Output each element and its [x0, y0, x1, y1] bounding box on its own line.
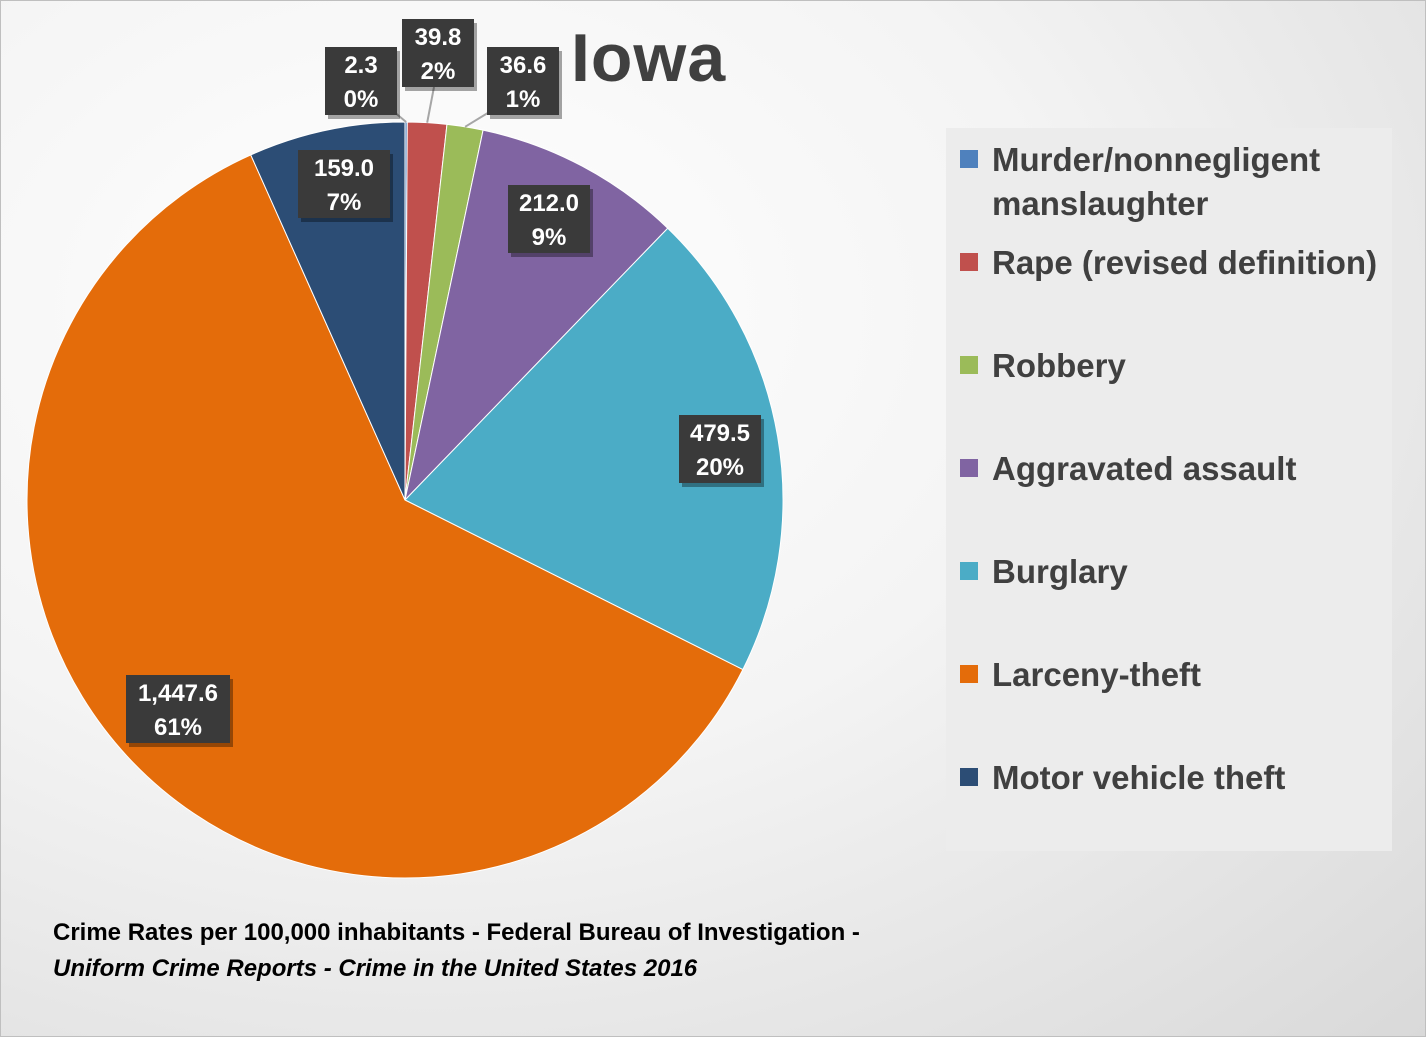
data-label-motor-vehicle-theft: 159.0 7% [298, 150, 393, 222]
data-label-value: 2.3 [344, 52, 377, 79]
data-label-percent: 61% [154, 714, 202, 741]
legend-swatch [960, 768, 978, 786]
legend-label: Larceny-theft [992, 656, 1202, 693]
data-label-percent: 1% [506, 86, 541, 113]
source-note: Crime Rates per 100,000 inhabitants - Fe… [53, 915, 883, 987]
data-label-percent: 9% [532, 224, 567, 251]
legend-label: Murder/nonnegligent manslaughter [992, 141, 1321, 222]
leader-line-robbery [464, 110, 492, 128]
data-label-value: 212.0 [519, 190, 579, 217]
data-label-value: 159.0 [314, 155, 374, 182]
data-label-value: 1,447.6 [138, 680, 218, 707]
legend-label: Robbery [992, 347, 1126, 384]
pie-slice-aggravated-assault [404, 129, 669, 502]
legend-swatch [960, 665, 978, 683]
legend-label: Rape (revised definition) [992, 244, 1378, 281]
legend: Murder/nonnegligent manslaughter Rape (re… [946, 128, 1392, 851]
data-label-aggravated-assault: 212.0 9% [508, 185, 593, 257]
data-label-value: 36.6 [500, 52, 547, 79]
source-plain: Crime Rates per 100,000 inhabitants - Fe… [53, 919, 860, 946]
source-italic: Uniform Crime Reports - Crime in the Uni… [53, 955, 698, 982]
data-label-larceny-theft: 1,447.6 61% [126, 675, 233, 747]
legend-label: Burglary [992, 553, 1128, 590]
data-label-burglary: 479.5 20% [679, 415, 764, 487]
data-label-murder-nonnegligent-manslaughter: 2.30% [325, 47, 400, 119]
legend-swatch [960, 562, 978, 580]
data-label-robbery: 36.6 1% [487, 47, 562, 119]
data-label-rape-revised-definition: 39.8 2% [402, 19, 477, 91]
legend-swatch [960, 150, 978, 168]
data-label-percent: 20% [696, 454, 744, 481]
legend-label: Motor vehicle theft [992, 759, 1286, 796]
pie-slice-burglary [404, 227, 784, 671]
chart-title: Iowa [571, 20, 727, 96]
data-label-value: 479.5 [690, 420, 750, 447]
legend-swatch [960, 356, 978, 374]
legend-swatch [960, 459, 978, 477]
data-label-value: 39.8 [415, 24, 462, 51]
leader-line-rape-revised-definition [426, 86, 435, 123]
data-label-percent: 0% [344, 86, 379, 113]
legend-label: Aggravated assault [992, 450, 1297, 487]
legend-swatch [960, 253, 978, 271]
data-label-percent: 2% [421, 58, 456, 85]
data-label-percent: 7% [327, 189, 362, 216]
